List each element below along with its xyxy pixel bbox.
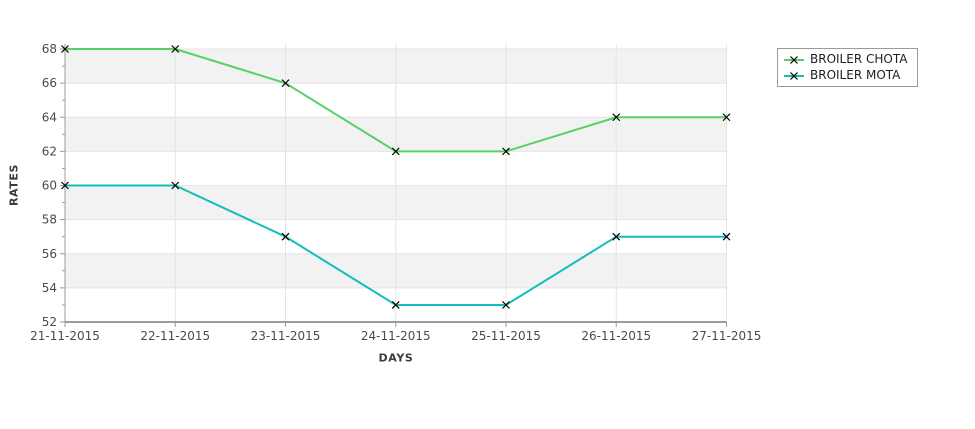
legend-marker-icon <box>784 55 804 64</box>
x-tick-label: 27-11-2015 <box>692 329 762 343</box>
data-point-marker <box>502 147 510 156</box>
y-tick-label: 58 <box>42 213 57 227</box>
y-tick-label: 52 <box>42 315 57 329</box>
data-point-marker <box>502 301 510 309</box>
x-tick-label: 21-11-2015 <box>30 329 100 343</box>
data-point-marker <box>171 181 180 190</box>
legend-item-broiler-chota: BROILER CHOTA <box>784 52 907 67</box>
x-tick-label: 26-11-2015 <box>581 329 651 343</box>
y-tick-label: 62 <box>42 144 57 158</box>
data-point-marker <box>61 45 69 53</box>
data-point-marker <box>281 79 290 88</box>
data-point-marker <box>722 113 731 122</box>
legend-label: BROILER CHOTA <box>810 52 908 66</box>
data-point-marker <box>612 232 621 241</box>
data-point-marker <box>391 301 400 309</box>
data-point-marker <box>61 181 69 190</box>
data-point-marker <box>612 113 621 122</box>
legend-label: BROILER MOTA <box>810 68 901 82</box>
data-point-marker <box>391 147 400 156</box>
x-tick-label: 25-11-2015 <box>471 329 541 343</box>
y-tick-label: 64 <box>42 110 57 124</box>
x-tick-label: 24-11-2015 <box>361 329 431 343</box>
y-tick-label: 54 <box>42 281 57 295</box>
legend-marker-icon <box>784 71 804 80</box>
data-point-marker <box>171 45 180 53</box>
y-tick-label: 60 <box>42 179 57 193</box>
y-axis-title: RATES <box>7 163 21 207</box>
x-axis-title: DAYS <box>378 351 414 365</box>
y-tick-label: 68 <box>42 42 57 56</box>
y-tick-label: 66 <box>42 76 57 90</box>
data-point-marker <box>722 232 731 241</box>
x-tick-label: 23-11-2015 <box>251 329 321 343</box>
y-tick-label: 56 <box>42 247 57 261</box>
x-tick-label: 22-11-2015 <box>140 329 210 343</box>
data-point-marker <box>281 232 290 241</box>
legend-item-broiler-mota: BROILER MOTA <box>784 68 907 83</box>
legend: BROILER CHOTA BROILER MOTA <box>777 48 919 87</box>
